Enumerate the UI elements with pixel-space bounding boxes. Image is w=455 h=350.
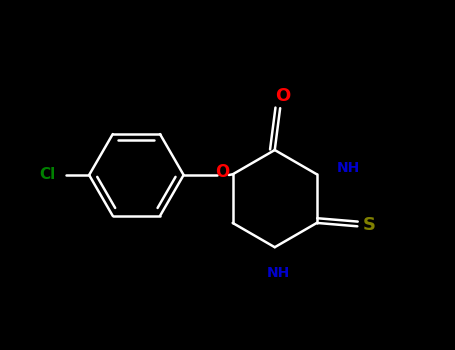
Text: NH: NH [337, 161, 360, 175]
Text: O: O [275, 87, 290, 105]
Text: Cl: Cl [39, 168, 56, 182]
Text: NH: NH [267, 266, 290, 280]
Text: O: O [215, 163, 229, 181]
Text: S: S [363, 216, 376, 234]
